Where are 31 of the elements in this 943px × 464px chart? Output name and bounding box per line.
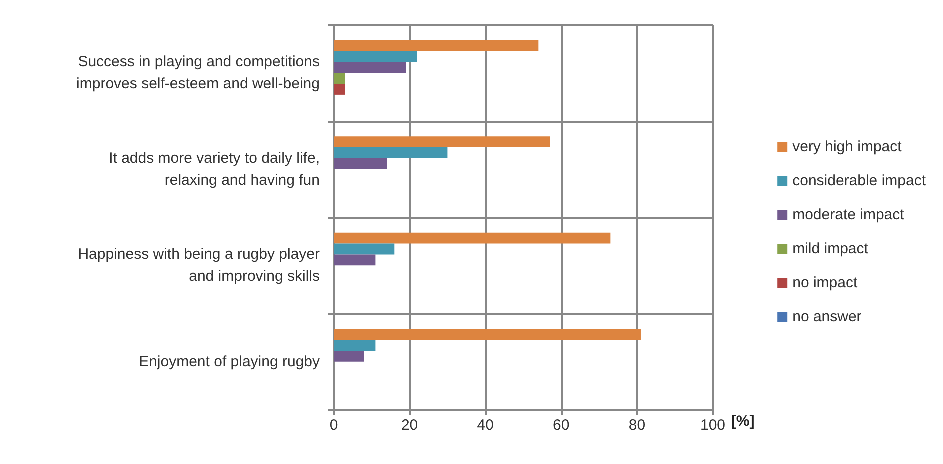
legend-label: no impact [792,274,858,292]
y-tick-label: It adds more variety to daily life, relaxing and having fun [109,150,320,189]
bar [334,51,418,62]
bar [334,148,448,158]
x-tick-label: 0 [330,417,338,434]
x-tick-label: 40 [477,417,494,434]
bar [334,84,346,95]
x-tick-label: 100 [700,417,726,434]
bar [334,73,346,84]
bar [334,340,376,351]
legend-label: moderate impact [792,206,906,224]
y-tick-label: Success in playing and competitions improves self-esteem and well-being [76,54,320,93]
bar [334,136,550,148]
bar [334,62,406,74]
bar [334,232,611,244]
x-axis-title: [%] [731,413,755,430]
bar [334,329,641,340]
bar [334,244,395,255]
legend-label: no answer [792,308,862,326]
y-tick-label: Enjoyment of playing rugby [139,353,320,370]
bar [334,254,376,266]
legend-label: very high impact [792,138,903,156]
bar [334,350,364,362]
bar [334,40,539,52]
legend-label: considerable impact [792,172,927,190]
x-tick-label: 80 [628,417,646,434]
legend-label: mild impact [792,240,870,258]
x-tick-label: 20 [401,417,418,434]
x-tick-label: 60 [553,417,570,434]
bar [334,158,388,170]
y-tick-label: Happiness with being a rugby player and improving skills [78,246,320,286]
